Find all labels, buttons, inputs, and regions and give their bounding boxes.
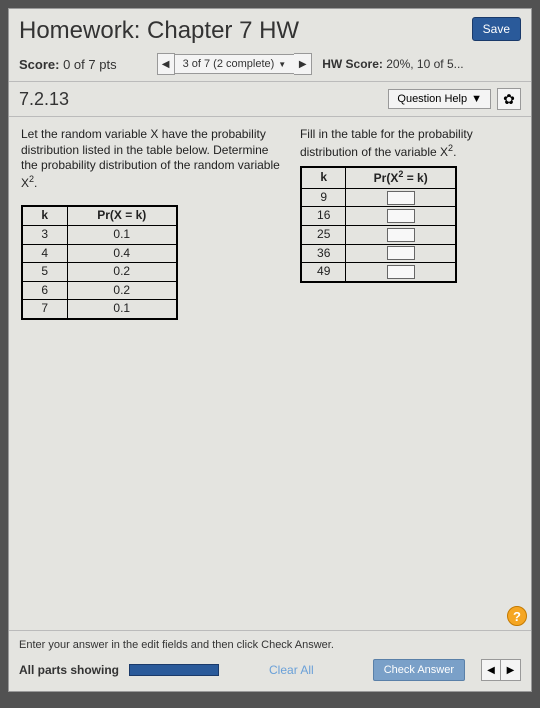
- table2-k: 36: [301, 244, 346, 263]
- footer-prev-button[interactable]: ◀: [481, 659, 501, 681]
- table-row: 30.1: [22, 225, 177, 244]
- answer-input[interactable]: [387, 209, 415, 223]
- prompt-left: Let the random variable X have the proba…: [21, 127, 280, 320]
- table-row: 16: [301, 207, 456, 226]
- gear-icon: ✿: [503, 91, 515, 108]
- question-nav: ◀ 3 of 7 (2 complete) ▼ ▶: [157, 53, 313, 75]
- hw-score: HW Score: 20%, 10 of 5...: [322, 57, 463, 71]
- question-mark-icon: ?: [513, 609, 521, 624]
- table2-head-p: Pr(X2 = k): [346, 167, 456, 188]
- answer-input[interactable]: [387, 246, 415, 260]
- table-row: 40.4: [22, 244, 177, 263]
- question-help-group: Question Help ▼ ✿: [388, 88, 521, 110]
- prev-question-button[interactable]: ◀: [157, 53, 175, 75]
- table1-head-p: Pr(X = k): [67, 206, 177, 225]
- prompt-right: Fill in the table for the probability di…: [300, 127, 519, 320]
- table2-answer-cell: [346, 244, 456, 263]
- table1-head-k: k: [22, 206, 67, 225]
- prompt-right-text: Fill in the table for the probability di…: [300, 127, 473, 159]
- question-number: 7.2.13: [19, 89, 69, 110]
- footer-controls: All parts showing Clear All Check Answer…: [9, 655, 531, 691]
- footer: Enter your answer in the edit fields and…: [9, 630, 531, 691]
- footer-nav: ◀ ▶: [481, 659, 521, 681]
- table1-k: 5: [22, 263, 67, 282]
- table-row: 36: [301, 244, 456, 263]
- table1-p: 0.2: [67, 281, 177, 300]
- prompt-left-text: Let the random variable X have the proba…: [21, 127, 280, 190]
- question-content: Let the random variable X have the proba…: [9, 117, 531, 630]
- table2-k: 9: [301, 188, 346, 207]
- table-row: 25: [301, 225, 456, 244]
- table2-answer-cell: [346, 207, 456, 226]
- table1-k: 4: [22, 244, 67, 263]
- table-row: 49: [301, 263, 456, 282]
- help-badge-button[interactable]: ?: [507, 606, 527, 626]
- table1-p: 0.1: [67, 300, 177, 319]
- probability-table-x: k Pr(X = k) 30.1 40.4 50.2 60.2 70.1: [21, 205, 178, 320]
- prompt-left-end: .: [34, 176, 37, 190]
- progress-bar: [129, 664, 219, 676]
- prompt-row: Let the random variable X have the proba…: [21, 127, 519, 320]
- table1-p: 0.1: [67, 225, 177, 244]
- chevron-down-icon: ▼: [471, 93, 482, 105]
- answer-input[interactable]: [387, 191, 415, 205]
- next-question-button[interactable]: ▶: [294, 53, 312, 75]
- question-help-dropdown[interactable]: Question Help ▼: [388, 89, 491, 109]
- table-row: 60.2: [22, 281, 177, 300]
- hw-score-label: HW Score:: [322, 57, 383, 71]
- probability-table-x2: k Pr(X2 = k) 9 16 25 36 49: [300, 166, 457, 283]
- settings-button[interactable]: ✿: [497, 88, 521, 110]
- page-title: Homework: Chapter 7 HW: [19, 17, 299, 45]
- table2-k: 25: [301, 225, 346, 244]
- table2-k: 49: [301, 263, 346, 282]
- table2-answer-cell: [346, 225, 456, 244]
- table-row: 50.2: [22, 263, 177, 282]
- chevron-down-icon: ▼: [278, 60, 286, 69]
- clear-all-button[interactable]: Clear All: [269, 663, 314, 677]
- table2-head-k: k: [301, 167, 346, 188]
- table1-p: 0.4: [67, 244, 177, 263]
- answer-input[interactable]: [387, 228, 415, 242]
- table2-k: 16: [301, 207, 346, 226]
- footer-instruction: Enter your answer in the edit fields and…: [9, 631, 531, 655]
- score-label-text: Score:: [19, 57, 59, 72]
- nav-position-text: 3 of 7 (2 complete): [183, 58, 275, 70]
- homework-panel: Homework: Chapter 7 HW Save Score: 0 of …: [8, 8, 532, 692]
- question-number-row: 7.2.13 Question Help ▼ ✿: [9, 82, 531, 117]
- score-row: Score: 0 of 7 pts ◀ 3 of 7 (2 complete) …: [9, 49, 531, 82]
- check-answer-button[interactable]: Check Answer: [373, 659, 465, 681]
- answer-input[interactable]: [387, 265, 415, 279]
- table-row: 70.1: [22, 300, 177, 319]
- table1-k: 6: [22, 281, 67, 300]
- table2-answer-cell: [346, 188, 456, 207]
- score-label: Score: 0 of 7 pts: [19, 57, 117, 72]
- table1-p: 0.2: [67, 263, 177, 282]
- question-help-label: Question Help: [397, 93, 467, 105]
- hw-score-value: 20%, 10 of 5...: [386, 57, 463, 71]
- table-row: 9: [301, 188, 456, 207]
- score-value: 0 of 7 pts: [63, 57, 116, 72]
- prompt-right-end: .: [453, 145, 456, 159]
- footer-next-button[interactable]: ▶: [501, 659, 521, 681]
- question-position-dropdown[interactable]: 3 of 7 (2 complete) ▼: [175, 54, 295, 74]
- table1-k: 7: [22, 300, 67, 319]
- save-button[interactable]: Save: [472, 17, 521, 41]
- title-row: Homework: Chapter 7 HW Save: [9, 9, 531, 49]
- table2-answer-cell: [346, 263, 456, 282]
- table1-k: 3: [22, 225, 67, 244]
- parts-showing-label: All parts showing: [19, 663, 119, 677]
